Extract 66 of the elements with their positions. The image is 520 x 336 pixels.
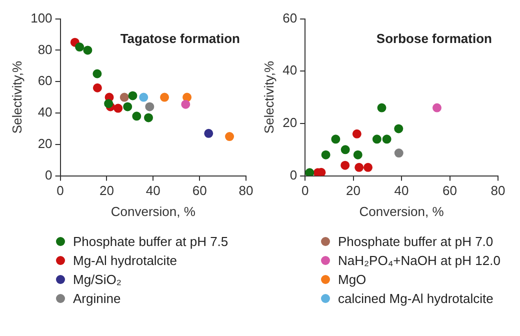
point — [354, 162, 364, 172]
y-tick-label: 40 — [282, 62, 298, 78]
legend-label: Phosphate buffer at pH 7.5 — [73, 234, 228, 249]
point — [139, 92, 148, 102]
point — [132, 112, 142, 121]
legend-label: Mg/SiO₂ — [73, 272, 122, 287]
x-axis-title: Conversion, % — [110, 204, 196, 219]
y-axis-title: Selectivity,% — [261, 60, 276, 134]
x-axis-title: Conversion, % — [359, 204, 444, 219]
x-tick-label: 20 — [346, 183, 361, 198]
point — [321, 150, 330, 160]
point — [340, 145, 350, 154]
point — [123, 102, 132, 112]
point — [225, 132, 234, 142]
y-tick-label: 20 — [38, 136, 52, 151]
legend-label: Mg-Al hydrotalcite — [73, 253, 178, 268]
y-tick-label: 20 — [282, 115, 298, 130]
legend-label: Phosphate buffer at pH 7.0 — [338, 234, 494, 249]
point — [377, 103, 386, 112]
x-tick-label: 0 — [56, 183, 64, 198]
point — [204, 128, 214, 138]
y-tick-label: 100 — [30, 10, 52, 26]
point — [331, 134, 340, 144]
point — [92, 83, 102, 92]
point — [181, 100, 190, 109]
x-tick-label: 0 — [301, 183, 309, 198]
y-axis-title: Selectivity,% — [9, 60, 24, 134]
legend-label: calcined Mg-Al hydrotalcite — [338, 291, 494, 306]
point — [352, 129, 362, 138]
point — [160, 92, 170, 102]
point — [120, 92, 129, 102]
point — [394, 148, 404, 158]
point — [382, 134, 392, 144]
x-tick-label: 40 — [394, 183, 409, 198]
y-tick-label: 60 — [38, 73, 52, 88]
point — [104, 99, 114, 108]
point — [305, 168, 314, 176]
y-tick-label: 60 — [282, 10, 298, 26]
point — [114, 104, 123, 113]
point — [144, 113, 153, 122]
text: Sorbose formation — [376, 30, 492, 46]
y-tick-label: 0 — [45, 167, 52, 182]
point — [364, 162, 373, 172]
x-tick-label: 40 — [146, 183, 160, 198]
point — [340, 160, 350, 170]
point — [128, 91, 138, 100]
point — [83, 46, 92, 55]
y-tick-label: 40 — [38, 104, 52, 120]
x-tick-label: 80 — [490, 183, 506, 198]
x-tick-label: 60 — [192, 183, 207, 198]
point — [75, 42, 84, 52]
x-tick-label: 20 — [99, 183, 114, 198]
point — [353, 150, 362, 160]
legend-label: NaH₂PO₄+NaOH at pH 12.0 — [338, 253, 500, 268]
point — [92, 69, 102, 78]
legend-label: Arginine — [73, 291, 121, 306]
point — [145, 102, 154, 112]
point — [372, 134, 382, 144]
text: Tagatose formation — [120, 30, 240, 46]
point — [432, 103, 442, 112]
y-tick-label: 0 — [290, 167, 298, 182]
legend-label: MgO — [338, 272, 366, 287]
x-tick-label: 80 — [238, 183, 254, 198]
y-tick-label: 80 — [38, 42, 52, 57]
point — [394, 124, 404, 134]
x-tick-label: 60 — [442, 183, 457, 198]
